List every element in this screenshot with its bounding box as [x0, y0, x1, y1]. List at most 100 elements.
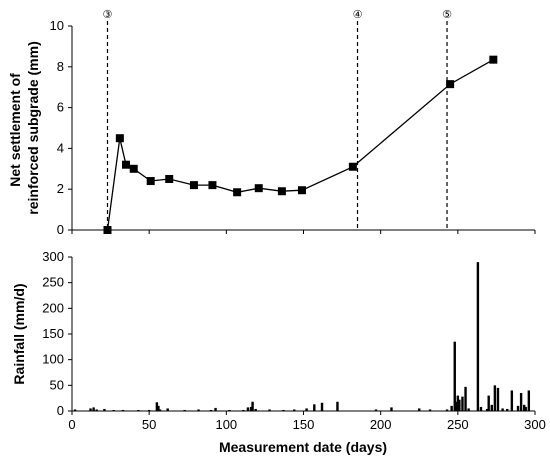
event-label: ⑤	[442, 8, 452, 21]
rainfall-bar	[313, 404, 316, 411]
rainfall-bar	[157, 405, 160, 411]
rainfall-bar	[485, 408, 489, 411]
rainfall-bar	[487, 395, 490, 411]
event-lines: ③ ④ ⑤	[103, 8, 452, 230]
x-tick-label: 0	[68, 417, 75, 432]
settlement-point	[446, 80, 455, 89]
rainfall-bar	[92, 407, 95, 411]
rainfall-bar	[249, 406, 253, 411]
rainfall-bars	[73, 262, 531, 411]
rainfall-bar	[453, 341, 456, 411]
settlement-point	[146, 177, 155, 186]
rainfall-bar	[374, 409, 378, 411]
rainfall-bar	[246, 407, 250, 411]
rainfall-y-tick-label: 150	[42, 326, 64, 341]
settlement-point	[129, 164, 138, 173]
event-label: ④	[353, 8, 363, 21]
rainfall-bar	[166, 408, 169, 411]
settlement-y-title-line2: reinforced subgrade (mm)	[25, 41, 41, 214]
rainfall-bar	[490, 404, 493, 411]
rainfall-bar	[516, 405, 520, 411]
x-tick-label: 200	[370, 417, 392, 432]
rainfall-bar	[461, 396, 464, 411]
settlement-point	[254, 184, 263, 193]
rainfall-bar	[467, 408, 470, 411]
rainfall-bar	[476, 262, 480, 411]
settlement-point	[165, 175, 174, 183]
rainfall-bar	[493, 385, 497, 411]
settlement-point	[348, 162, 357, 171]
rainfall-bar	[121, 409, 125, 411]
rainfall-bar	[320, 402, 324, 411]
rainfall-bar	[455, 401, 458, 411]
rainfall-bar	[155, 402, 159, 411]
rainfall-bar	[519, 393, 523, 411]
rainfall-x-ticks: 0 50 100 150 200 250 300	[68, 411, 546, 432]
settlement-y-tick-label: 0	[57, 222, 64, 237]
settlement-point	[489, 55, 498, 64]
rainfall-bar	[479, 406, 483, 411]
settlement-point	[189, 181, 198, 190]
settlement-point	[115, 134, 124, 143]
settlement-x-ticks	[71, 230, 536, 234]
settlement-y-title-line1: Net settlement of	[7, 73, 23, 187]
settlement-y-ticks: 0 2 4 6 8 10	[50, 18, 72, 237]
x-axis-title: Measurement date (days)	[219, 439, 387, 455]
rainfall-bar	[242, 409, 245, 411]
settlement-point	[103, 226, 112, 234]
rainfall-y-title: Rainfall (mm/d)	[11, 283, 27, 384]
rainfall-bar	[390, 407, 393, 411]
rainfall-bar	[73, 409, 77, 411]
rainfall-bar	[458, 399, 461, 411]
rainfall-bar	[89, 408, 92, 411]
settlement-point	[277, 187, 286, 196]
rainfall-bar	[197, 409, 200, 411]
rainfall-bar	[510, 390, 514, 411]
settlement-point	[122, 160, 131, 169]
rainfall-bar	[293, 409, 296, 411]
rainfall-bar	[336, 401, 339, 411]
rainfall-y-tick-label: 0	[57, 403, 64, 418]
rainfall-bar	[527, 390, 531, 411]
rainfall-bar	[445, 409, 449, 411]
rainfall-bar	[103, 408, 106, 411]
rainfall-bar	[305, 408, 308, 411]
rainfall-bar	[180, 410, 183, 411]
rainfall-y-tick-label: 250	[42, 275, 64, 290]
settlement-markers	[103, 55, 498, 234]
event-label: ③	[103, 8, 113, 21]
rainfall-bar	[112, 409, 115, 411]
rainfall-bar	[282, 409, 285, 411]
rainfall-bar	[450, 405, 453, 411]
settlement-point	[297, 186, 306, 195]
settlement-y-tick-label: 10	[50, 18, 64, 33]
x-tick-label: 250	[447, 417, 469, 432]
settlement-series-line	[106, 59, 494, 231]
settlement-point	[233, 188, 242, 197]
rainfall-bar	[524, 406, 527, 411]
settlement-y-tick-label: 6	[57, 100, 64, 115]
rainfall-bar	[95, 409, 98, 411]
rainfall-bar	[506, 408, 509, 411]
settlement-y-tick-label: 2	[57, 181, 64, 196]
rainfall-bar	[418, 408, 421, 411]
settlement-y-title: Net settlement of reinforced subgrade (m…	[7, 41, 41, 214]
x-tick-label: 150	[293, 417, 315, 432]
x-tick-label: 50	[142, 417, 156, 432]
settlement-point	[208, 181, 217, 190]
rainfall-bar	[237, 410, 240, 411]
rainfall-y-tick-label: 300	[42, 249, 64, 264]
rainfall-bar	[496, 387, 500, 411]
x-tick-label: 300	[524, 417, 546, 432]
rainfall-bar	[214, 407, 217, 411]
rainfall-bar	[464, 386, 467, 411]
rainfall-bar	[254, 408, 257, 411]
rainfall-bar	[251, 401, 254, 411]
settlement-chart: ③ ④ ⑤ 0 2 4 6 8 10 Net settlement of reinforced…	[7, 8, 536, 237]
rainfall-chart: 0 50 100 150 200 250 300 0 50 100 150 200 250 300 Ra…	[11, 249, 546, 455]
rainfall-y-tick-label: 100	[42, 352, 64, 367]
rainfall-bar	[209, 409, 213, 411]
rainfall-bar	[158, 409, 162, 411]
x-tick-label: 100	[215, 417, 237, 432]
